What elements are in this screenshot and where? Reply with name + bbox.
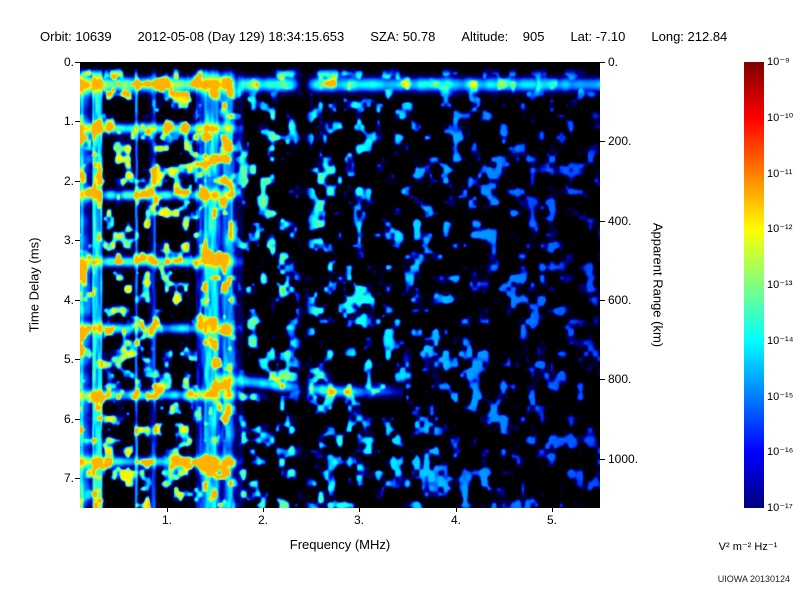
y-tick-label-right: 600. [608, 293, 632, 307]
watermark: UIOWA 20130124 [717, 574, 790, 584]
tick-mark [600, 379, 605, 380]
y-tick-label-right: 800. [608, 372, 632, 386]
y-tick-label-left: 3. [63, 233, 74, 247]
altitude-label: Altitude: 905 [461, 29, 545, 44]
x-axis-label: Frequency (MHz) [289, 537, 391, 552]
tick-mark [600, 62, 605, 63]
y-tick-label-left: 2. [63, 174, 74, 188]
tick-mark [75, 359, 80, 360]
datetime-label: 2012-05-08 (Day 129) 18:34:15.653 [137, 29, 345, 44]
colorbar-tick-label: 10⁻¹⁴ [767, 335, 794, 347]
x-tick-label: 3. [353, 513, 364, 527]
x-tick-label: 5. [546, 513, 557, 527]
sza-label: SZA: 50.78 [370, 29, 436, 44]
colorbar-tick-label: 10⁻¹⁶ [767, 446, 794, 458]
x-tick-label: 2. [257, 513, 268, 527]
colorbar-tick-label: 10⁻¹¹ [767, 168, 793, 180]
tick-mark [75, 419, 80, 420]
y-tick-label-left: 6. [63, 412, 74, 426]
y-tick-label-right: 1000. [608, 452, 639, 466]
tick-mark [600, 141, 605, 142]
tick-mark [263, 508, 264, 512]
x-tick-label: 1. [161, 513, 172, 527]
tick-mark [600, 459, 605, 460]
colorbar-tick-label: 10⁻¹⁷ [767, 502, 793, 514]
long-label: Long: 212.84 [651, 29, 728, 44]
lat-label: Lat: -7.10 [570, 29, 626, 44]
y-tick-label-left: 4. [63, 293, 74, 307]
colorbar-tick-label: 10⁻¹³ [767, 279, 793, 291]
y-tick-label-right: 0. [608, 55, 619, 69]
y-tick-label-right: 400. [608, 214, 632, 228]
y-axis-label-left: Time Delay (ms) [26, 237, 42, 333]
y-tick-label-left: 7. [63, 471, 74, 485]
colorbar-units-label: V² m⁻² Hz⁻¹ [718, 541, 778, 553]
colorbar-tick-label: 10⁻¹⁵ [767, 391, 794, 403]
tick-mark [75, 240, 80, 241]
tick-mark [600, 221, 605, 222]
tick-mark [75, 478, 80, 479]
tick-mark [600, 300, 605, 301]
y-tick-label-left: 0. [63, 55, 74, 69]
colorbar-tick-label: 10⁻¹⁰ [767, 112, 794, 124]
colorbar [744, 62, 764, 508]
header-info: Orbit: 10639 2012-05-08 (Day 129) 18:34:… [40, 29, 792, 44]
tick-mark [75, 181, 80, 182]
tick-mark [75, 121, 80, 122]
tick-mark [456, 508, 457, 512]
x-tick-label: 4. [450, 513, 461, 527]
tick-mark [359, 508, 360, 512]
tick-mark [552, 508, 553, 512]
colorbar-tick-label: 10⁻⁹ [767, 56, 790, 68]
y-tick-label-left: 5. [63, 352, 74, 366]
tick-mark [75, 62, 80, 63]
y-tick-label-right: 200. [608, 134, 632, 148]
colorbar-tick-label: 10⁻¹² [767, 223, 793, 235]
spectrogram-canvas [80, 62, 600, 508]
tick-mark [75, 300, 80, 301]
orbit-label: Orbit: 10639 [40, 29, 112, 44]
y-tick-label-left: 1. [63, 114, 74, 128]
y-axis-label-right: Apparent Range (km) [650, 222, 666, 348]
tick-mark [167, 508, 168, 512]
